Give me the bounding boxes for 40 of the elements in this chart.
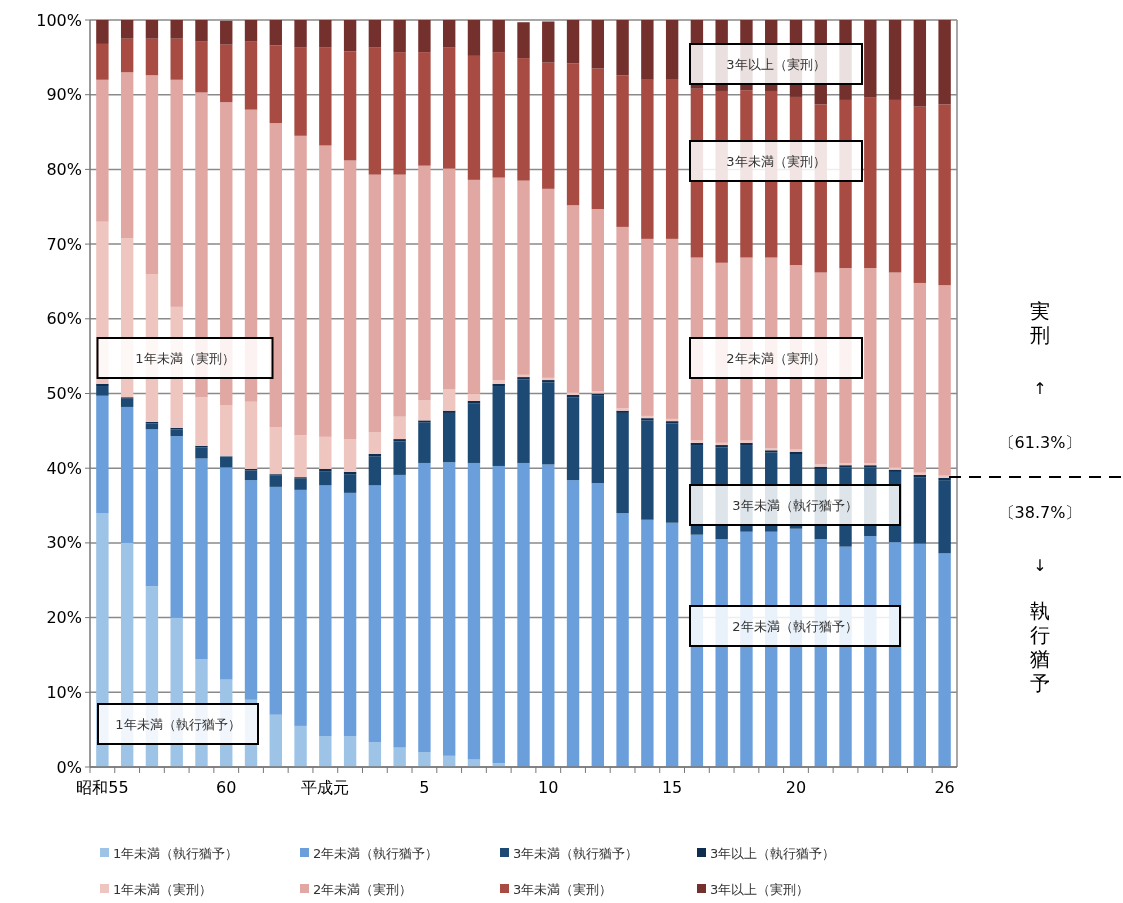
legend-label: 2年未満（執行猶予） [313, 845, 439, 861]
y-tick-label: 90% [46, 85, 82, 105]
y-tick-label: 50% [46, 384, 82, 403]
y-tick-label: 80% [46, 159, 82, 179]
x-tick-label: 60 [216, 778, 237, 797]
y-tick-label: 100% [36, 10, 82, 30]
annotation: 1年未満（実刑） [135, 350, 235, 366]
text: ↑ [1033, 378, 1047, 398]
x-tick-label: 昭和55 [76, 778, 129, 797]
text: 執行猶予 [1030, 599, 1050, 695]
x-tick-label: 平成元 [301, 778, 350, 797]
y-tick-label: 60% [46, 309, 82, 329]
y-tick-label: 40% [46, 458, 82, 478]
y-tick-label: 70% [46, 234, 82, 254]
x-tick-label: 5 [419, 778, 430, 797]
x-tick-label: 20 [785, 778, 807, 797]
text: 〔61.3%〕 [998, 432, 1082, 452]
x-tick-label: 26 [934, 778, 955, 797]
annotation: 3年以上（実刑） [726, 56, 826, 72]
annotation: 2年未満（執行猶予） [732, 618, 858, 634]
annotation: 1年未満（執行猶予） [115, 716, 241, 732]
annotation: 2年未満（実刑） [726, 350, 826, 366]
y-tick-label: 20% [46, 608, 82, 628]
y-tick-label: 30% [46, 533, 82, 553]
text: 実刑 [1030, 299, 1050, 347]
legend-label: 3年未満（執行猶予） [513, 845, 639, 861]
legend-label: 1年未満（執行猶予） [113, 845, 239, 861]
x-tick-label: 10 [538, 778, 559, 797]
legend-label: 3年以上（執行猶予） [710, 845, 836, 861]
text: ↓ [1033, 555, 1047, 575]
text: 〔38.7%〕 [998, 502, 1082, 522]
legend-label: 2年未満（実刑） [313, 881, 413, 897]
y-tick-label: 0% [56, 757, 82, 777]
annotation: 3年未満（執行猶予） [732, 497, 858, 513]
legend-label: 3年以上（実刑） [710, 881, 810, 897]
y-tick-label: 10% [46, 682, 82, 702]
legend-label: 3年未満（実刑） [513, 881, 613, 897]
annotation: 3年未満（実刑） [726, 153, 826, 169]
x-tick-label: 15 [661, 778, 683, 797]
legend-label: 1年未満（実刑） [113, 881, 213, 897]
